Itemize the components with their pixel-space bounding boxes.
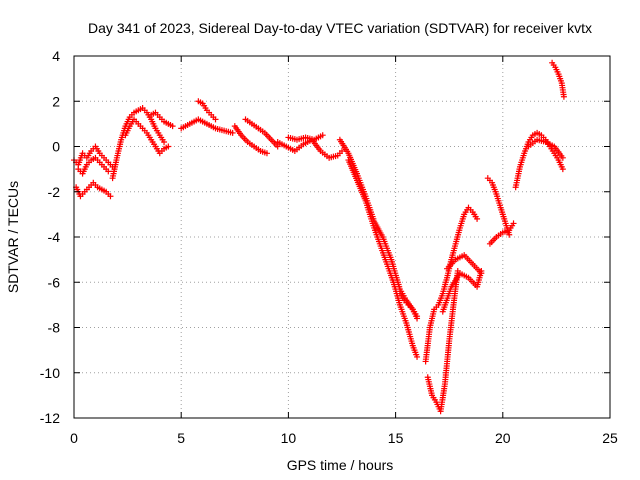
data-point <box>560 93 567 100</box>
series-track-x <box>549 59 567 100</box>
data-point <box>414 353 421 360</box>
y-tick-label: 2 <box>52 93 60 109</box>
series-track-v <box>512 129 566 191</box>
x-tick-label: 5 <box>177 430 185 446</box>
data-point <box>478 270 485 277</box>
series-track-s <box>444 252 485 277</box>
series-track-c <box>75 154 112 177</box>
data-point <box>414 315 421 322</box>
series-track-n <box>345 157 421 360</box>
data-point <box>474 215 481 222</box>
series-track-w <box>525 136 566 161</box>
x-tick-label: 20 <box>495 430 511 446</box>
series-track-u <box>486 220 517 247</box>
y-tick-label: -6 <box>48 274 61 290</box>
series-track-a <box>71 143 116 170</box>
chart-title: Day 341 of 2023, Sidereal Day-to-day VTE… <box>88 20 592 36</box>
y-tick-label: 0 <box>52 139 60 155</box>
x-tick-label: 10 <box>281 430 297 446</box>
series-track-h <box>195 98 219 123</box>
series-track-l <box>285 132 326 143</box>
x-tick-label: 0 <box>70 430 78 446</box>
data-point <box>107 193 114 200</box>
data-point <box>319 132 326 139</box>
series-track-o <box>396 290 421 322</box>
data-points <box>71 59 567 415</box>
data-point <box>165 143 172 150</box>
y-tick-label: -2 <box>48 184 61 200</box>
data-point <box>161 138 168 145</box>
series-track-j <box>242 116 281 150</box>
data-point <box>510 220 517 227</box>
data-point <box>212 116 219 123</box>
y-tick-label: 4 <box>52 48 60 64</box>
series-track-t <box>484 175 513 238</box>
data-point <box>169 123 176 130</box>
data-point <box>229 129 236 136</box>
data-point <box>263 150 270 157</box>
x-axis-label: GPS time / hours <box>287 457 394 473</box>
series-track-g <box>178 116 236 136</box>
data-point <box>339 148 345 155</box>
x-tick-label: 25 <box>602 430 618 446</box>
y-tick-label: -12 <box>40 410 60 426</box>
series-track-i <box>231 123 270 157</box>
data-point <box>559 154 566 161</box>
y-tick-label: -10 <box>40 365 60 381</box>
y-axis-label: SDTVAR / TECUs <box>5 181 21 293</box>
data-point <box>559 166 566 173</box>
x-tick-label: 15 <box>388 430 404 446</box>
data-point <box>105 168 112 175</box>
y-tick-label: -8 <box>48 320 61 336</box>
y-tick-label: -4 <box>48 229 61 245</box>
series-track-e <box>122 116 172 157</box>
series-track-f <box>148 109 176 130</box>
